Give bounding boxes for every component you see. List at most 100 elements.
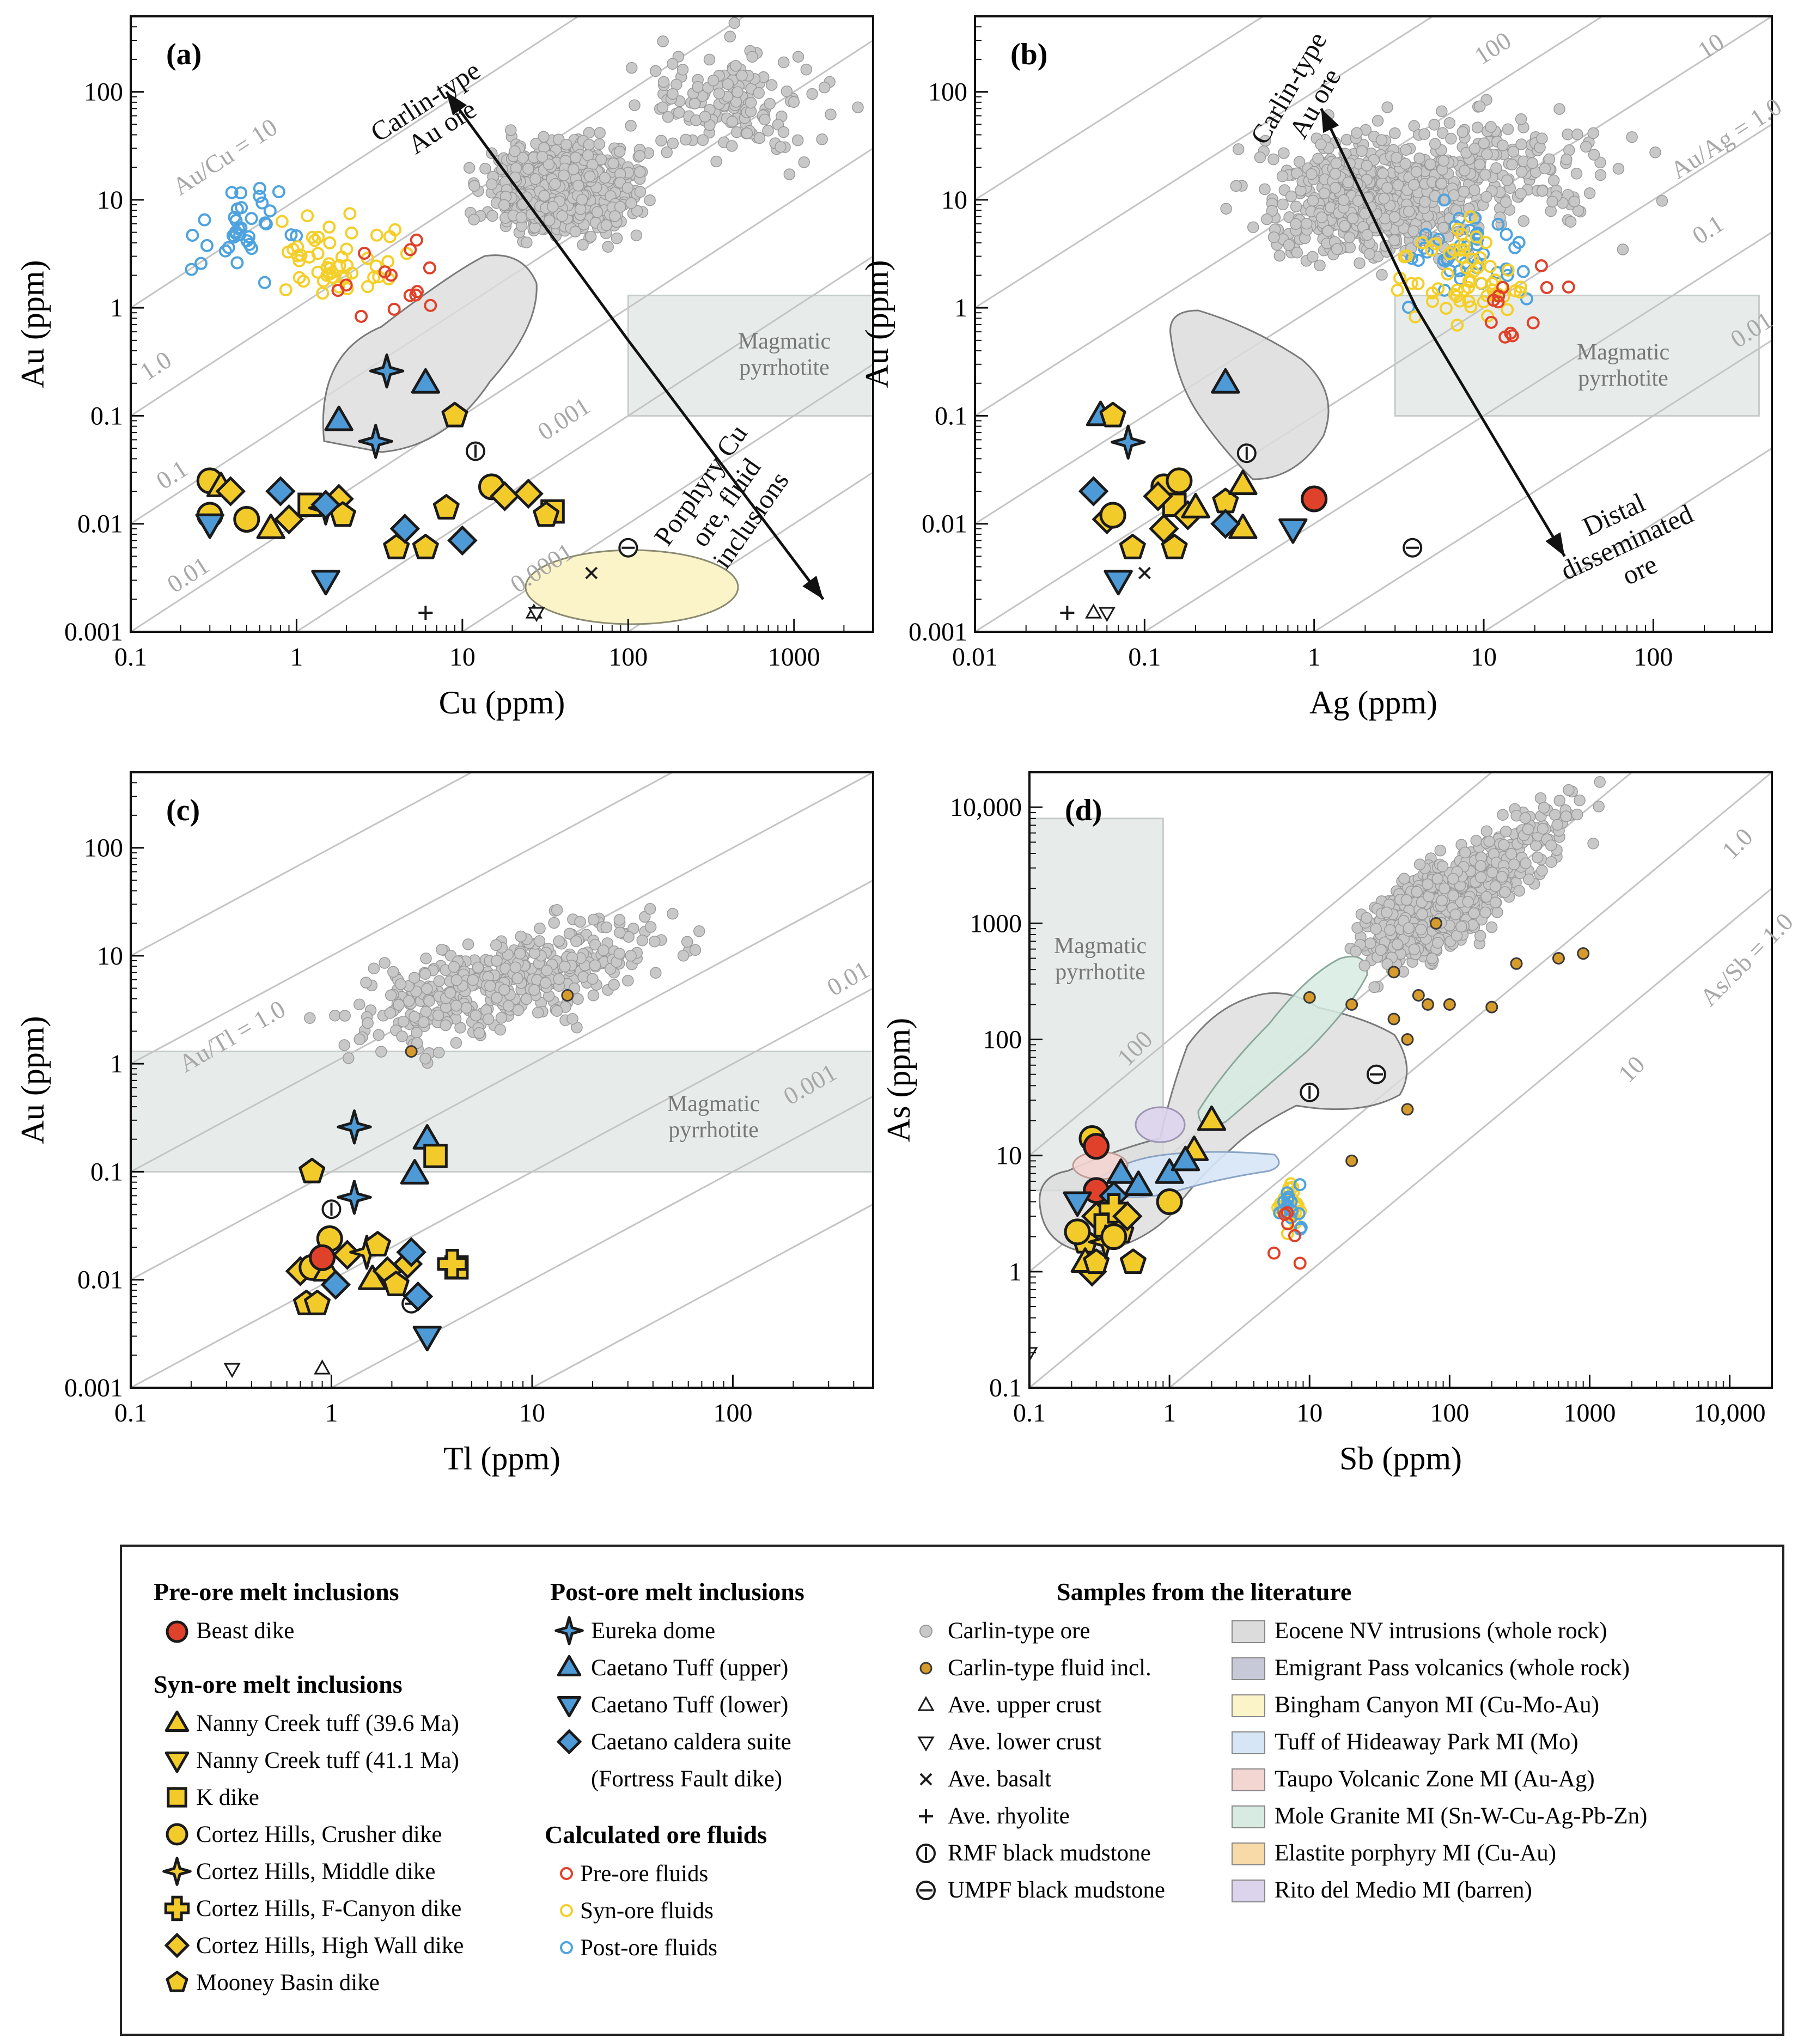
marker-diamond bbox=[1149, 514, 1179, 544]
y-tick-label: 100 bbox=[983, 1026, 1022, 1054]
marker-blue_star bbox=[369, 353, 405, 389]
carlin-ore-point bbox=[608, 979, 620, 991]
carlin-ore-point bbox=[1480, 890, 1492, 903]
x-tick-label: 0.1 bbox=[1128, 643, 1161, 672]
ore-fluid-points bbox=[1391, 193, 1575, 344]
ore-fluid-point bbox=[1473, 251, 1487, 265]
ore-fluid-point bbox=[1450, 318, 1464, 332]
ore-fluid-point bbox=[370, 228, 383, 242]
carlin-ore-point bbox=[1568, 196, 1581, 208]
annotation: Distaldisseminatedore bbox=[1543, 471, 1711, 614]
carlin-ore-point bbox=[1315, 138, 1327, 150]
marker-pentagon bbox=[432, 494, 460, 520]
carlin-ore-point bbox=[1426, 953, 1438, 965]
carlin-ore-point bbox=[532, 1006, 544, 1018]
legend-lit-field: Emigrant Pass volcanics (whole rock) bbox=[1275, 1655, 1630, 1681]
marker-pentagon bbox=[166, 1970, 188, 1992]
marker-pentagon bbox=[298, 1157, 326, 1183]
ore-fluid-point bbox=[409, 288, 423, 302]
ore-fluid-point bbox=[1293, 1256, 1307, 1270]
carlin-ore-point bbox=[572, 993, 584, 1005]
carlin-ore-point bbox=[468, 180, 480, 192]
marker-triangle bbox=[1197, 1105, 1227, 1131]
carlin-ore-point bbox=[1415, 923, 1427, 936]
annotation: Carlin-typeAu ore bbox=[1244, 27, 1359, 164]
carlin-ore-point bbox=[1491, 906, 1503, 918]
panel-label: (b) bbox=[1010, 38, 1047, 71]
carlin-ore-point bbox=[1496, 871, 1508, 883]
carlin-ore-point bbox=[420, 952, 432, 965]
carlin-ore-point bbox=[1587, 127, 1599, 139]
carlin-ore-point bbox=[368, 962, 380, 974]
marker-pentagon bbox=[412, 534, 439, 559]
carlin-ore-point bbox=[614, 926, 626, 939]
marker-triangle bbox=[164, 1710, 190, 1732]
carlin-ore-point bbox=[1626, 131, 1638, 143]
x-tick-label: 0.1 bbox=[114, 1399, 147, 1427]
carlin-fluid-point bbox=[561, 989, 574, 1002]
legend-syn-ore-item: Cortez Hills, F-Canyon dike bbox=[196, 1896, 461, 1921]
marker-pentagon bbox=[1119, 1248, 1147, 1274]
legend-lit-field: Bingham Canyon MI (Cu-Mo-Au) bbox=[1275, 1692, 1599, 1718]
marker-star4 bbox=[162, 1857, 192, 1886]
ore-fluid-point bbox=[255, 196, 269, 210]
marker-pentagon bbox=[1119, 534, 1146, 559]
marker-ave-basalt bbox=[585, 566, 598, 579]
carlin-ore-point bbox=[1497, 139, 1509, 151]
panel-plot-area bbox=[131, 772, 873, 1388]
marker-plus4 bbox=[164, 1895, 190, 1921]
ore-fluid-point bbox=[1458, 283, 1471, 297]
carlin-ore-point bbox=[1478, 137, 1490, 149]
marker-blue_down bbox=[311, 570, 340, 596]
carlin-ore-point bbox=[745, 96, 757, 109]
marker-lower-crust bbox=[1098, 607, 1116, 623]
ore-fluid-point bbox=[1453, 243, 1467, 257]
legend-lit-point: RMF black mudstone bbox=[948, 1840, 1151, 1866]
legend-lit-field: Rito del Medio MI (barren) bbox=[1275, 1877, 1532, 1903]
ore-fluid-point bbox=[339, 270, 352, 284]
carlin-ore-point bbox=[1419, 196, 1431, 208]
carlin-ore-point bbox=[1259, 183, 1271, 196]
legend-carlin-fluid-swatch bbox=[919, 1662, 932, 1675]
marker-blue_diamond bbox=[320, 1270, 351, 1300]
carlin-ore-point bbox=[1338, 194, 1350, 206]
carlin-ore-point bbox=[491, 955, 503, 967]
carlin-ore-point bbox=[393, 999, 405, 1011]
carlin-ore-point bbox=[498, 199, 510, 211]
carlin-ore-point bbox=[730, 60, 742, 72]
carlin-ore-point bbox=[781, 85, 793, 97]
ore-fluid-point bbox=[253, 181, 266, 195]
ore-fluid-point bbox=[1483, 260, 1497, 273]
y-axis-label: Au (ppm) bbox=[15, 260, 51, 388]
ore-fluid-point bbox=[1516, 265, 1530, 278]
ore-fluid-point bbox=[355, 309, 368, 323]
y-tick-label: 100 bbox=[928, 78, 967, 107]
ore-fluid-point bbox=[1464, 210, 1477, 223]
carlin-ore-point bbox=[621, 182, 634, 194]
carlin-ore-point bbox=[1413, 858, 1426, 870]
carlin-ore-point bbox=[1594, 169, 1607, 181]
ore-fluid-point bbox=[198, 213, 211, 227]
panel-a: 0.1 1 10 100 1000 0.001 0.01 0.1 1 10 100 Cu (ppm) A… bbox=[15, 15, 874, 721]
legend-field-swatch bbox=[1232, 1694, 1265, 1717]
carlin-ore-point bbox=[576, 193, 588, 206]
marker-pentagon bbox=[441, 401, 468, 428]
carlin-ore-point bbox=[595, 153, 607, 166]
x-axis-label: Ag (ppm) bbox=[1309, 685, 1437, 721]
carlin-ore-point bbox=[613, 914, 626, 926]
carlin-ore-point bbox=[1587, 837, 1599, 850]
carlin-ore-point bbox=[1408, 943, 1421, 955]
marker-blue_up bbox=[411, 368, 441, 394]
carlin-ore-point bbox=[408, 972, 420, 984]
carlin-ore-point bbox=[1498, 839, 1510, 851]
ore-fluid-point bbox=[253, 190, 266, 203]
carlin-ore-point bbox=[1471, 121, 1484, 133]
ore-fluid-point bbox=[387, 302, 401, 316]
carlin-ore-point bbox=[577, 239, 589, 251]
carlin-ore-point bbox=[666, 58, 679, 70]
carlin-ore-point bbox=[1536, 865, 1548, 877]
carlin-ore-point bbox=[574, 916, 586, 928]
legend-field-swatch bbox=[1232, 1657, 1265, 1680]
carlin-ore-point bbox=[1431, 872, 1444, 885]
carlin-ore-point bbox=[625, 197, 637, 209]
